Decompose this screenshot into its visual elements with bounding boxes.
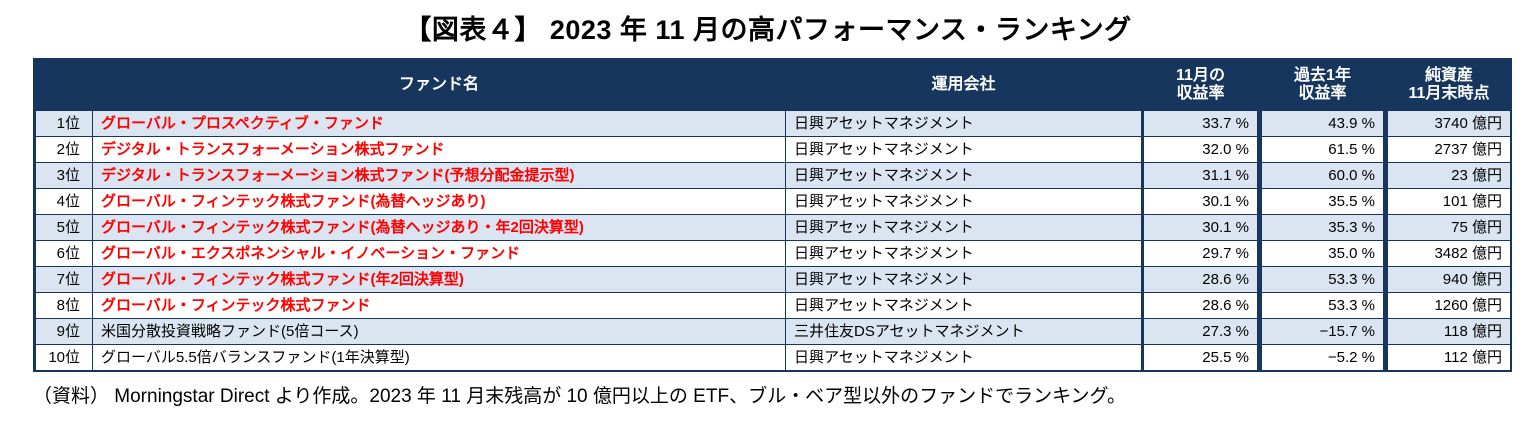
rank-cell: 6位 bbox=[56, 244, 80, 262]
header-nov-return-line2: 収益率 bbox=[1176, 85, 1225, 102]
company-cell: 三井住友DSアセットマネジメント bbox=[785, 319, 1141, 344]
year-return-cell: 35.3 % bbox=[1257, 215, 1383, 240]
header-nov-return: 11月の 収益率 bbox=[1141, 60, 1257, 110]
fund-name-cell: グローバル・エクスポネンシャル・イノベーション・ファンド bbox=[92, 241, 785, 266]
table-row: 4位 グローバル・フィンテック株式ファンド(為替ヘッジあり) 日興アセットマネジ… bbox=[36, 188, 1510, 214]
fund-name-cell: 米国分散投資戦略ファンド(5倍コース) bbox=[92, 319, 785, 344]
company-cell: 日興アセットマネジメント bbox=[785, 137, 1141, 162]
nov-return-cell: 25.5 % bbox=[1141, 345, 1257, 370]
header-fund-name: ファンド名 bbox=[92, 60, 785, 110]
fund-name-cell: グローバル・フィンテック株式ファンド(為替ヘッジあり) bbox=[92, 189, 785, 214]
year-return-cell: 53.3 % bbox=[1257, 293, 1383, 318]
header-net-assets: 純資産 11月末時点 bbox=[1383, 60, 1510, 110]
net-assets-cell: 101 億円 bbox=[1383, 189, 1510, 214]
nov-return-cell: 32.0 % bbox=[1141, 137, 1257, 162]
company-cell: 日興アセットマネジメント bbox=[785, 267, 1141, 292]
net-assets-cell: 75 億円 bbox=[1383, 215, 1510, 240]
table-row: 8位 グローバル・フィンテック株式ファンド 日興アセットマネジメント 28.6 … bbox=[36, 292, 1510, 318]
rank-cell: 7位 bbox=[56, 270, 80, 288]
year-return-cell: 35.5 % bbox=[1257, 189, 1383, 214]
figure-title: 【図表４】 2023 年 11 月の高パフォーマンス・ランキング bbox=[404, 15, 1132, 45]
fund-name-cell: グローバル・フィンテック株式ファンド bbox=[92, 293, 785, 318]
source-note: （資料） Morningstar Direct より作成。2023 年 11 月… bbox=[33, 386, 1126, 407]
company-cell: 日興アセットマネジメント bbox=[785, 345, 1141, 370]
net-assets-cell: 3740 億円 bbox=[1383, 111, 1510, 136]
net-assets-cell: 118 億円 bbox=[1383, 319, 1510, 344]
rank-cell: 1位 bbox=[56, 114, 80, 132]
nov-return-cell: 33.7 % bbox=[1141, 111, 1257, 136]
company-cell: 日興アセットマネジメント bbox=[785, 163, 1141, 188]
net-assets-cell: 1260 億円 bbox=[1383, 293, 1510, 318]
nov-return-cell: 30.1 % bbox=[1141, 215, 1257, 240]
company-cell: 日興アセットマネジメント bbox=[785, 189, 1141, 214]
nov-return-cell: 28.6 % bbox=[1141, 293, 1257, 318]
table-row: 2位 デジタル・トランスフォーメーション株式ファンド 日興アセットマネジメント … bbox=[36, 136, 1510, 162]
company-cell: 日興アセットマネジメント bbox=[785, 293, 1141, 318]
header-year-return-line2: 収益率 bbox=[1298, 85, 1347, 102]
year-return-cell: −15.7 % bbox=[1257, 319, 1383, 344]
net-assets-cell: 3482 億円 bbox=[1383, 241, 1510, 266]
rank-cell: 4位 bbox=[56, 192, 80, 210]
company-cell: 日興アセットマネジメント bbox=[785, 215, 1141, 240]
fund-name-cell: デジタル・トランスフォーメーション株式ファンド bbox=[92, 137, 785, 162]
header-year-return-line1: 過去1年 bbox=[1294, 66, 1351, 84]
table-row: 7位 グローバル・フィンテック株式ファンド(年2回決算型) 日興アセットマネジメ… bbox=[36, 266, 1510, 292]
table-row: 5位 グローバル・フィンテック株式ファンド(為替ヘッジあり・年2回決算型) 日興… bbox=[36, 214, 1510, 240]
net-assets-cell: 23 億円 bbox=[1383, 163, 1510, 188]
company-cell: 日興アセットマネジメント bbox=[785, 111, 1141, 136]
nov-return-cell: 28.6 % bbox=[1141, 267, 1257, 292]
year-return-cell: 43.9 % bbox=[1257, 111, 1383, 136]
year-return-cell: 53.3 % bbox=[1257, 267, 1383, 292]
year-return-cell: 60.0 % bbox=[1257, 163, 1383, 188]
header-nov-return-line1: 11月の bbox=[1176, 66, 1225, 84]
header-company: 運用会社 bbox=[785, 60, 1141, 110]
header-year-return: 過去1年 収益率 bbox=[1257, 60, 1383, 110]
header-net-assets-line1: 純資産 bbox=[1424, 66, 1473, 84]
rank-cell: 10位 bbox=[48, 348, 80, 366]
net-assets-cell: 940 億円 bbox=[1383, 267, 1510, 292]
header-rank-cell bbox=[36, 60, 92, 110]
net-assets-cell: 2737 億円 bbox=[1383, 137, 1510, 162]
header-net-assets-line2: 11月末時点 bbox=[1408, 85, 1490, 102]
year-return-cell: −5.2 % bbox=[1257, 345, 1383, 370]
rank-cell: 8位 bbox=[56, 296, 80, 314]
table-body: 1位 グローバル・プロスペクティブ・ファンド 日興アセットマネジメント 33.7… bbox=[36, 110, 1510, 370]
fund-name-cell: グローバル5.5倍バランスファンド(1年決算型) bbox=[92, 345, 785, 370]
nov-return-cell: 30.1 % bbox=[1141, 189, 1257, 214]
fund-name-cell: グローバル・フィンテック株式ファンド(為替ヘッジあり・年2回決算型) bbox=[92, 215, 785, 240]
rank-cell: 3位 bbox=[56, 166, 80, 184]
fund-name-cell: デジタル・トランスフォーメーション株式ファンド(予想分配金提示型) bbox=[92, 163, 785, 188]
table-row: 10位 グローバル5.5倍バランスファンド(1年決算型) 日興アセットマネジメン… bbox=[36, 344, 1510, 370]
year-return-cell: 35.0 % bbox=[1257, 241, 1383, 266]
net-assets-cell: 112 億円 bbox=[1383, 345, 1510, 370]
table-row: 9位 米国分散投資戦略ファンド(5倍コース) 三井住友DSアセットマネジメント … bbox=[36, 318, 1510, 344]
table-row: 6位 グローバル・エクスポネンシャル・イノベーション・ファンド 日興アセットマネ… bbox=[36, 240, 1510, 266]
nov-return-cell: 27.3 % bbox=[1141, 319, 1257, 344]
year-return-cell: 61.5 % bbox=[1257, 137, 1383, 162]
nov-return-cell: 31.1 % bbox=[1141, 163, 1257, 188]
rank-cell: 5位 bbox=[56, 218, 80, 236]
fund-name-cell: グローバル・フィンテック株式ファンド(年2回決算型) bbox=[92, 267, 785, 292]
table-header-row: ファンド名 運用会社 11月の 収益率 過去1年 収益率 純資産 11月末時点 bbox=[36, 60, 1510, 110]
rank-cell: 2位 bbox=[56, 140, 80, 158]
company-cell: 日興アセットマネジメント bbox=[785, 241, 1141, 266]
fund-name-cell: グローバル・プロスペクティブ・ファンド bbox=[92, 111, 785, 136]
table-row: 3位 デジタル・トランスフォーメーション株式ファンド(予想分配金提示型) 日興ア… bbox=[36, 162, 1510, 188]
performance-ranking-table: ファンド名 運用会社 11月の 収益率 過去1年 収益率 純資産 11月末時点 … bbox=[33, 58, 1512, 372]
rank-cell: 9位 bbox=[56, 322, 80, 340]
table-row: 1位 グローバル・プロスペクティブ・ファンド 日興アセットマネジメント 33.7… bbox=[36, 110, 1510, 136]
nov-return-cell: 29.7 % bbox=[1141, 241, 1257, 266]
